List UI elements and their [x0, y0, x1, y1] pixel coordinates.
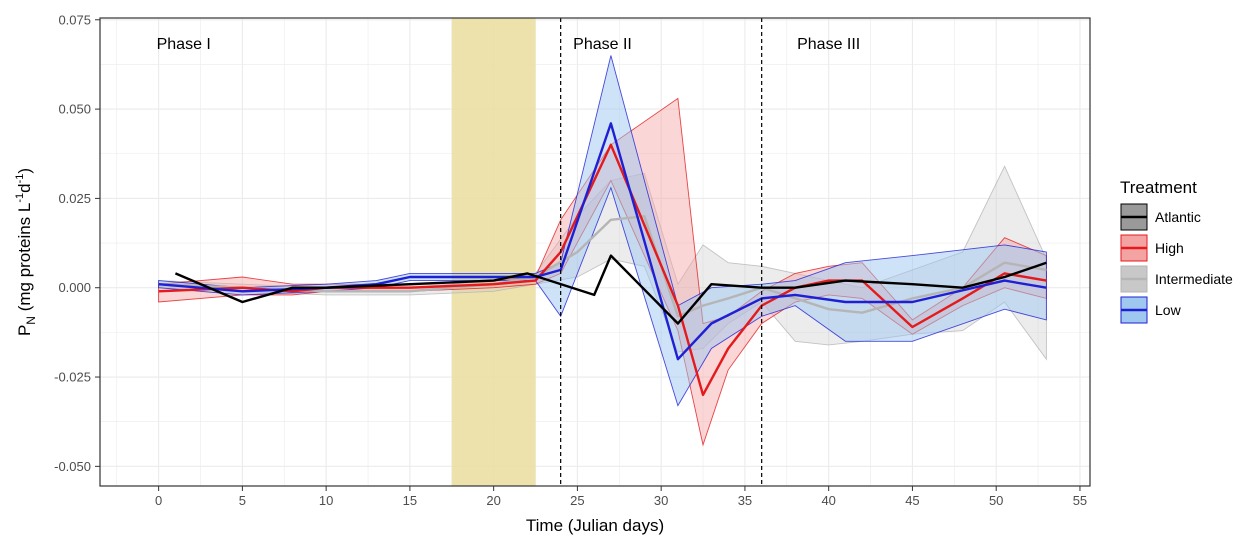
y-axis-title-main: P	[15, 325, 34, 336]
y-axis-title-rest: (mg proteins L	[15, 203, 34, 316]
legend: Treatment Atlantic High Intermediate Low	[1120, 178, 1233, 324]
shaded-period	[451, 18, 536, 486]
x-tick-label: 30	[654, 493, 668, 508]
x-tick-label: 50	[989, 493, 1003, 508]
phase-label: Phase I	[157, 36, 211, 53]
plot-border-rect	[99, 17, 1091, 487]
x-axis: 0 5 10 15 20 25 30 35 40 45 50 55	[155, 486, 1087, 508]
phase-label: Phase III	[797, 36, 860, 53]
x-tick-label: 40	[821, 493, 835, 508]
y-tick-label: 0.050	[58, 102, 91, 117]
legend-label-atlantic: Atlantic	[1155, 209, 1201, 225]
series-line-intermediate	[158, 215, 1047, 318]
y-tick-label: 0.000	[58, 280, 91, 295]
legend-label-high: High	[1155, 240, 1184, 256]
y-tick-label: -0.025	[54, 370, 91, 385]
x-tick-label: 15	[403, 493, 417, 508]
y-tick-label: -0.050	[54, 459, 91, 474]
y-tick-label: 0.025	[58, 191, 91, 206]
y-axis-title: PN (mg proteins L-1d-1)	[14, 168, 38, 336]
legend-title: Treatment	[1120, 178, 1197, 197]
plot-border	[99, 17, 1091, 487]
y-axis-title-sup2: -1	[14, 174, 26, 184]
y-axis: -0.050 -0.025 0.000 0.025 0.050 0.075	[54, 12, 100, 474]
plot-background	[100, 18, 1090, 486]
phase-labels: Phase I Phase II Phase III	[157, 36, 861, 53]
x-tick-label: 55	[1073, 493, 1087, 508]
legend-label-intermediate: Intermediate	[1155, 271, 1233, 287]
x-tick-label: 20	[486, 493, 500, 508]
x-tick-label: 0	[155, 493, 162, 508]
x-tick-label: 5	[239, 493, 246, 508]
series-line-atlantic	[174, 254, 1047, 325]
series-lines	[158, 122, 1047, 397]
legend-items: Atlantic High Intermediate Low	[1120, 203, 1233, 324]
x-tick-label: 35	[738, 493, 752, 508]
phase-divider-lines	[560, 18, 763, 486]
x-tick-label: 25	[570, 493, 584, 508]
confidence-bands	[158, 55, 1047, 447]
y-tick-label: 0.075	[58, 12, 91, 27]
shaded-period-rect	[451, 18, 536, 486]
x-axis-title: Time (Julian days)	[526, 516, 664, 535]
phase-label: Phase II	[573, 36, 632, 53]
y-axis-title-sup1: -1	[14, 193, 26, 203]
x-tick-label: 45	[905, 493, 919, 508]
y-axis-title-sub: N	[24, 316, 38, 325]
plot-panel	[100, 18, 1090, 486]
y-axis-title-end: )	[15, 168, 34, 174]
legend-label-low: Low	[1155, 302, 1182, 318]
x-tick-label: 10	[319, 493, 333, 508]
y-axis-title-mid: d	[15, 183, 34, 192]
